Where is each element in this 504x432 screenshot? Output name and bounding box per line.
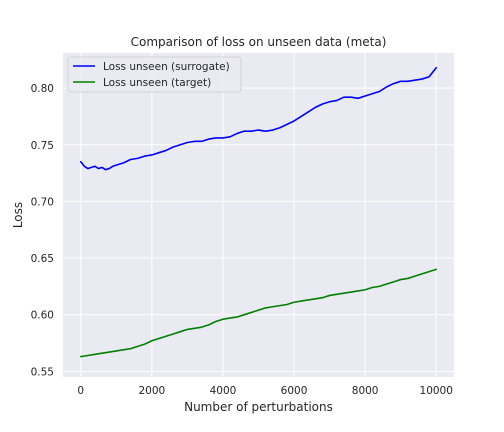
y-tick-label: 0.80 [31, 83, 54, 95]
series-line-target [79, 268, 438, 358]
y-tick-label: 0.60 [31, 310, 54, 322]
y-tick-label: 0.75 [31, 140, 54, 152]
chart-title: Comparison of loss on unseen data (meta) [131, 35, 387, 49]
tick-labels: 0 2000 4000 6000 8000 10000 0.55 0.60 0.65 0.70 0.… [31, 83, 453, 397]
legend-label-surrogate: Loss unseen (surrogate) [103, 61, 230, 73]
series-line-surrogate [79, 66, 438, 171]
x-tick-label: 6000 [281, 385, 308, 397]
x-tick-label: 8000 [352, 385, 379, 397]
y-tick-label: 0.65 [31, 253, 54, 265]
x-tick-label: 2000 [138, 385, 165, 397]
series-lines [79, 66, 438, 358]
y-tick-label: 0.55 [31, 366, 54, 378]
plot-area [63, 53, 454, 377]
legend-box [67, 56, 242, 93]
y-axis-label: Loss [11, 202, 25, 228]
legend-label-target: Loss unseen (target) [103, 77, 211, 89]
legend: Loss unseen (surrogate) Loss unseen (tar… [67, 56, 242, 93]
x-tick-label: 0 [77, 385, 84, 397]
x-axis-label: Number of perturbations [184, 400, 333, 414]
y-tick-label: 0.70 [31, 196, 54, 208]
x-tick-label: 4000 [210, 385, 237, 397]
x-tick-label: 10000 [420, 385, 453, 397]
